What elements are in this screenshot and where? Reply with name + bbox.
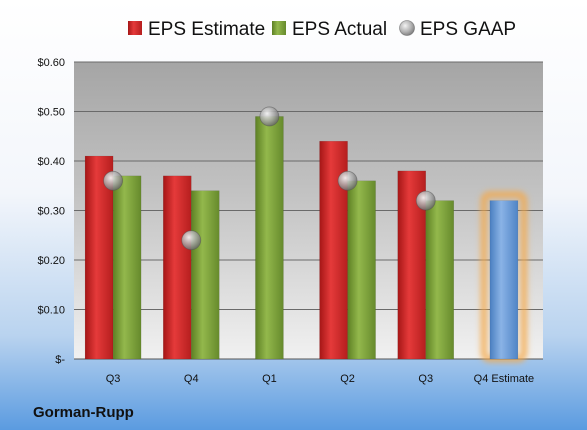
x-tick-label: Q2 (340, 373, 355, 385)
gaap-points (103, 106, 436, 251)
y-tick-label: $0.60 (37, 57, 65, 69)
eps-estimate-bar (163, 175, 192, 360)
legend-item: EPS Actual (272, 19, 387, 40)
x-axis: Q3 Q4 Q1 Q2 Q3 Q4 Estimate (106, 373, 534, 385)
eps-actual-bar (347, 180, 376, 360)
eps-estimate-projection-bar (489, 200, 519, 360)
legend-item: EPS GAAP (399, 19, 516, 40)
legend: EPS Estimate EPS Actual EPS GAAP (128, 19, 516, 40)
x-tick-label: Q4 Estimate (474, 373, 535, 385)
x-tick-label: Q3 (106, 373, 121, 385)
y-tick-label: $0.20 (37, 255, 65, 267)
x-tick-label: Q4 (184, 373, 199, 385)
y-axis: $- $0.10 $0.20 $0.30 $0.40 $0.50 $0.60 (37, 57, 543, 366)
eps-actual-bar (255, 116, 284, 360)
legend-swatch (399, 20, 415, 36)
y-tick-label: $- (55, 354, 65, 366)
legend-swatch (128, 21, 142, 35)
legend-label: EPS GAAP (420, 19, 516, 40)
eps-gaap-point (181, 230, 202, 251)
y-tick-label: $0.50 (37, 107, 65, 119)
eps-gaap-point (415, 190, 436, 211)
y-tick-label: $0.30 (37, 206, 65, 218)
x-tick-label: Q1 (262, 373, 277, 385)
eps-actual-bar (191, 190, 220, 360)
eps-gaap-point (103, 170, 123, 191)
bar-series (84, 116, 528, 363)
legend-item: EPS Estimate (128, 19, 265, 40)
eps-actual-bar (112, 175, 142, 360)
eps-actual-bar (425, 200, 454, 360)
eps-estimate-bar (84, 155, 114, 360)
legend-swatch (272, 21, 286, 35)
x-tick-label: Q3 (418, 373, 433, 385)
eps-gaap-point (259, 106, 280, 127)
legend-label: EPS Estimate (148, 19, 265, 40)
eps-gaap-point (337, 170, 358, 191)
y-tick-label: $0.10 (37, 305, 65, 317)
company-name: Gorman-Rupp (33, 404, 134, 421)
legend-label: EPS Actual (292, 19, 387, 40)
y-tick-label: $0.40 (37, 156, 65, 168)
